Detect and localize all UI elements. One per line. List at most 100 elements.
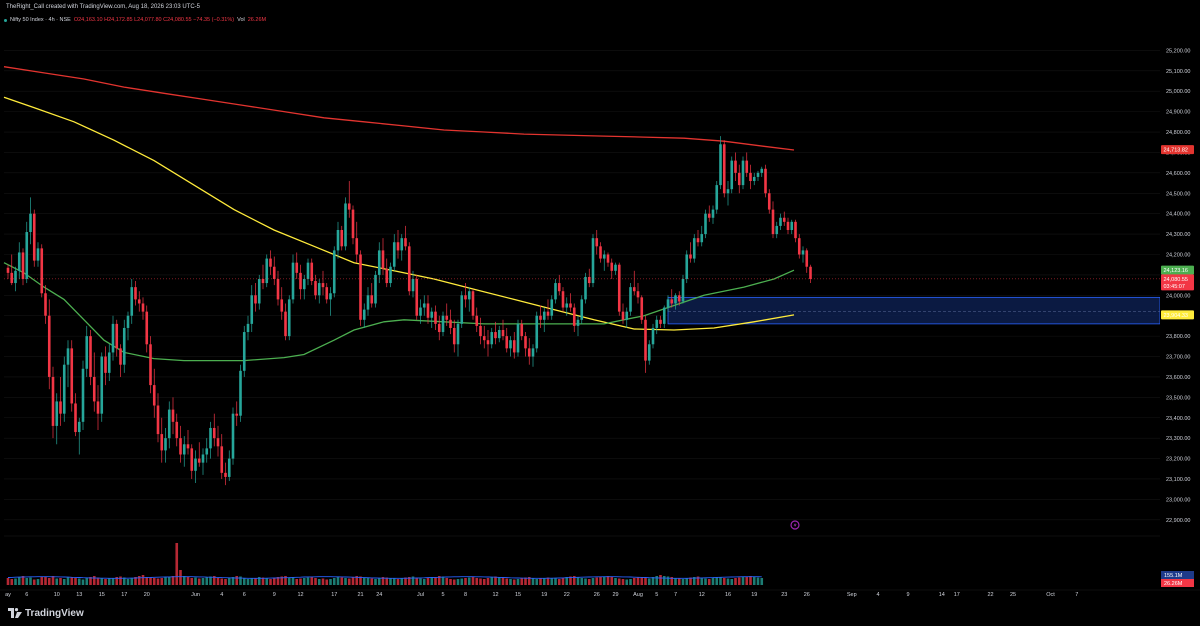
price-axis-background (1160, 0, 1200, 602)
x-tick-label: 12 (699, 592, 705, 598)
candle-body (640, 297, 644, 320)
volume-bar (580, 578, 584, 585)
volume-bar (392, 578, 396, 585)
volume-bar (614, 578, 617, 585)
candle-body (21, 252, 25, 279)
support-zone-box[interactable] (667, 296, 1161, 325)
volume-bar (179, 570, 182, 585)
candle-body (250, 295, 254, 324)
volume-bar (396, 579, 400, 585)
x-tick-label: 29 (612, 592, 618, 598)
candle-body (445, 315, 449, 320)
volume-bar (201, 578, 205, 585)
candle-body (696, 238, 700, 243)
candle-body (805, 250, 809, 267)
volume-bar (745, 576, 749, 585)
volume-bar (625, 579, 629, 585)
volume-bar (749, 576, 752, 585)
candle-body (790, 221, 794, 230)
candle-body (257, 278, 261, 304)
y-tick-label: 23,500.00 (1166, 395, 1190, 401)
volume-bar (475, 578, 479, 585)
candle-body (306, 262, 310, 279)
x-tick-label: 6 (25, 592, 28, 598)
volume-bar (490, 577, 494, 585)
volume-bar (719, 577, 722, 585)
volume-label: Vol (237, 17, 245, 23)
x-tick-label: 13 (76, 592, 82, 598)
volume-bar (14, 578, 17, 585)
x-tick-label: 17 (331, 592, 337, 598)
volume-bar (164, 577, 167, 585)
candle-body (632, 287, 636, 292)
volume-bar (666, 576, 670, 585)
volume-bar (674, 578, 677, 585)
candle-body (422, 303, 426, 308)
candle-body (486, 340, 490, 345)
price-badge-bg (1161, 274, 1194, 291)
event-marker-icon[interactable] (790, 520, 800, 530)
price-chart[interactable]: 800 M400 M 25,200.00 25,100.00 25,000.00 24… (0, 0, 1200, 602)
x-tick-label: 15 (515, 592, 521, 598)
volume-bar (269, 579, 272, 585)
candle-body (771, 209, 775, 235)
volume-bar (44, 576, 47, 585)
volume-bar (265, 578, 269, 585)
candle-body (96, 401, 100, 414)
volume-bar (584, 578, 587, 585)
volume-bar (66, 577, 70, 585)
price-axis: 25,200.00 25,100.00 25,000.00 24,900.00 24,8… (1160, 0, 1200, 602)
candle-body (347, 203, 351, 210)
x-tick-label: 14 (939, 592, 945, 598)
volume-bar (70, 577, 74, 585)
volume-bar (291, 577, 295, 585)
volume-bar (385, 577, 389, 585)
x-tick-label: 22 (987, 592, 993, 598)
volume-bar (167, 577, 171, 585)
candle-body (692, 238, 696, 259)
candle-body (171, 409, 175, 422)
y-tick-label: 23,100.00 (1166, 477, 1190, 483)
volume-bar (62, 579, 66, 585)
candle-body (775, 225, 779, 235)
ma100-badge-bg (1161, 310, 1194, 320)
candle-body (92, 376, 96, 402)
candle-body (137, 299, 141, 304)
volume-bar (55, 578, 59, 585)
volume-bar (104, 579, 107, 585)
volume-bar (636, 577, 640, 585)
volume-bar (329, 579, 332, 585)
candle-body (531, 348, 535, 357)
candle-body (141, 303, 145, 312)
symbol-title[interactable]: Nifty 50 Index · 4h · NSE (10, 17, 71, 23)
volume-bar (85, 578, 89, 585)
volume-bar (587, 579, 591, 585)
candle-body (606, 254, 610, 263)
volume-bar (464, 578, 467, 585)
volume-bar (730, 579, 734, 585)
volume-bar (81, 579, 85, 585)
candle-body (404, 238, 407, 247)
x-tick-label: 22 (564, 592, 570, 598)
candle-body (167, 409, 171, 439)
x-tick-label: 4 (876, 592, 879, 598)
volume-bar (254, 578, 257, 585)
volume-bar (471, 577, 475, 585)
candle-body (269, 258, 272, 267)
x-tick-label: 19 (541, 592, 547, 598)
candle-body (119, 348, 122, 365)
volume-bar (17, 577, 21, 585)
volume-bar (115, 577, 119, 585)
candle-body (321, 283, 325, 288)
market-status-icon (4, 18, 7, 22)
volume-bar (415, 578, 419, 585)
candle-body (190, 448, 194, 471)
y-tick-label: 23,200.00 (1166, 457, 1190, 463)
candle-body (430, 311, 434, 318)
candle-body (452, 327, 456, 345)
y-tick-label: 24,900.00 (1166, 110, 1190, 116)
volume-bar (741, 577, 745, 585)
brand-name[interactable]: TradingView (25, 608, 84, 619)
candle-body (782, 217, 786, 222)
candle-body (554, 283, 557, 300)
